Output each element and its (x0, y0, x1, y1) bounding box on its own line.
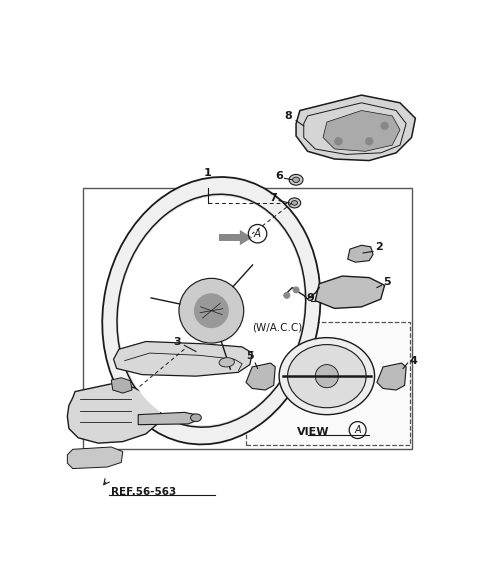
Ellipse shape (102, 177, 321, 444)
Polygon shape (323, 111, 400, 151)
Ellipse shape (289, 174, 303, 185)
Text: 5: 5 (246, 351, 253, 361)
Text: A: A (254, 229, 261, 239)
Text: 7: 7 (269, 193, 277, 203)
Polygon shape (348, 245, 373, 262)
Circle shape (194, 294, 228, 328)
Polygon shape (67, 447, 123, 469)
Bar (83, 187, 411, 449)
Text: (W/A.C.C): (W/A.C.C) (252, 323, 302, 333)
Polygon shape (219, 233, 242, 241)
Polygon shape (111, 378, 132, 393)
Text: 3: 3 (173, 336, 180, 346)
Circle shape (315, 365, 338, 388)
Text: 6: 6 (275, 171, 283, 181)
Polygon shape (296, 95, 415, 161)
Circle shape (179, 278, 244, 343)
Text: 8: 8 (285, 111, 292, 121)
Ellipse shape (291, 201, 298, 205)
Polygon shape (315, 276, 384, 308)
Polygon shape (246, 363, 275, 390)
Polygon shape (138, 412, 196, 425)
Polygon shape (114, 341, 252, 376)
Text: 9: 9 (306, 293, 314, 303)
Circle shape (381, 122, 388, 130)
Ellipse shape (279, 337, 374, 415)
Ellipse shape (288, 198, 300, 208)
Circle shape (293, 287, 299, 293)
Text: VIEW: VIEW (297, 427, 329, 437)
Polygon shape (240, 230, 252, 245)
Ellipse shape (117, 194, 306, 427)
Text: 2: 2 (375, 242, 383, 252)
Text: 1: 1 (204, 168, 211, 177)
Polygon shape (67, 384, 161, 443)
Text: 5: 5 (383, 277, 391, 287)
Ellipse shape (219, 358, 234, 367)
Circle shape (284, 292, 290, 298)
Text: A: A (354, 425, 361, 435)
Ellipse shape (293, 177, 300, 182)
Polygon shape (377, 363, 406, 390)
Circle shape (365, 137, 373, 145)
Ellipse shape (119, 196, 304, 425)
Circle shape (335, 137, 342, 145)
Bar (246, 322, 410, 445)
Text: REF.56-563: REF.56-563 (111, 487, 177, 496)
Ellipse shape (288, 345, 366, 408)
Text: 4: 4 (409, 356, 417, 366)
Ellipse shape (191, 414, 201, 421)
